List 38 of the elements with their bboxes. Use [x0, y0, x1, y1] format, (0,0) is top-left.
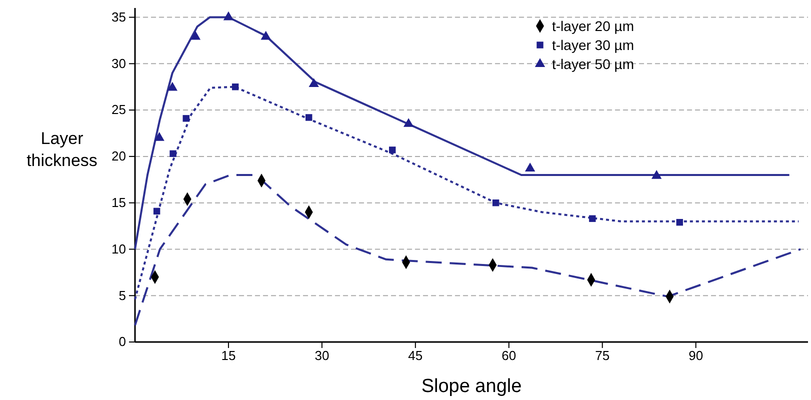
- point: [492, 199, 500, 206]
- point: [153, 208, 160, 215]
- point: [676, 218, 683, 226]
- x-tick-label: 90: [688, 348, 704, 364]
- y-tick-label: 35: [112, 9, 126, 24]
- x-tick-label: 60: [502, 348, 516, 364]
- y-tick-label: 30: [112, 56, 126, 71]
- x-tick-label: 30: [314, 348, 330, 364]
- y-axis-title: Layer thickness: [26, 129, 98, 170]
- y-tick-label: 0: [118, 334, 126, 350]
- point: [306, 114, 312, 121]
- point: [190, 30, 201, 40]
- x-tick-label: 75: [595, 348, 610, 364]
- point: [154, 132, 164, 141]
- point: [260, 30, 271, 40]
- y-tick-label: 5: [118, 288, 126, 303]
- point: [167, 82, 178, 91]
- point: [170, 150, 176, 158]
- legend-label: t-layer 20 µm: [552, 18, 634, 34]
- line-series: [134, 174, 802, 326]
- point: [223, 11, 234, 20]
- point: [589, 215, 596, 222]
- point: [651, 170, 662, 179]
- point: [524, 162, 536, 172]
- y-tick-label: 25: [112, 102, 126, 118]
- point: [389, 146, 396, 154]
- legend-label: t-layer 30 µm: [552, 37, 634, 53]
- y-tick-label: 15: [112, 194, 126, 210]
- y-tick-label: 20: [112, 148, 126, 164]
- point: [308, 78, 319, 88]
- x-axis-title: Slope angle: [421, 376, 522, 397]
- point: [182, 115, 190, 122]
- point: [403, 118, 414, 127]
- x-tick-label: 15: [221, 348, 236, 364]
- legend-label: t-layer 50 µm: [552, 56, 634, 72]
- point: [232, 84, 239, 90]
- x-tick-label: 45: [408, 348, 423, 364]
- y-tick-label: 10: [112, 241, 126, 256]
